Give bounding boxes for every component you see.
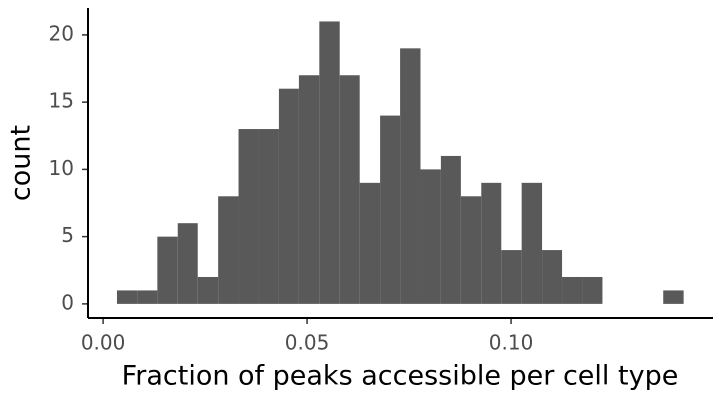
x-tick-label: 0.10: [489, 331, 534, 355]
bar: [359, 182, 381, 304]
bar: [339, 75, 360, 304]
bar: [197, 276, 219, 304]
bar: [177, 223, 198, 304]
bar: [116, 290, 138, 304]
bar: [218, 196, 239, 304]
bar: [663, 290, 684, 304]
y-tick-label: 0: [61, 290, 74, 314]
bar: [481, 182, 502, 304]
y-tick-label: 20: [49, 21, 74, 45]
y-tick-label: 15: [49, 89, 74, 113]
bar: [137, 290, 158, 304]
x-tick-label: 0.00: [81, 331, 126, 355]
x-axis-title: Fraction of peaks accessible per cell ty…: [122, 361, 679, 392]
bar: [400, 48, 421, 304]
bar: [278, 88, 299, 304]
x-tick-label: 0.05: [285, 331, 330, 355]
bar: [501, 250, 522, 304]
bar: [319, 21, 340, 304]
bar: [380, 115, 401, 304]
bar: [521, 182, 543, 304]
bar: [238, 129, 259, 304]
bar: [440, 155, 461, 304]
bar: [258, 129, 279, 304]
y-tick-label: 10: [49, 156, 74, 180]
y-axis-title: count: [6, 125, 37, 201]
bar: [420, 169, 441, 304]
bar: [460, 196, 482, 304]
y-tick-label: 5: [61, 223, 74, 247]
bar: [298, 75, 320, 304]
bar: [582, 276, 603, 304]
bar: [562, 276, 583, 304]
bar: [157, 236, 178, 304]
bar: [542, 250, 563, 304]
